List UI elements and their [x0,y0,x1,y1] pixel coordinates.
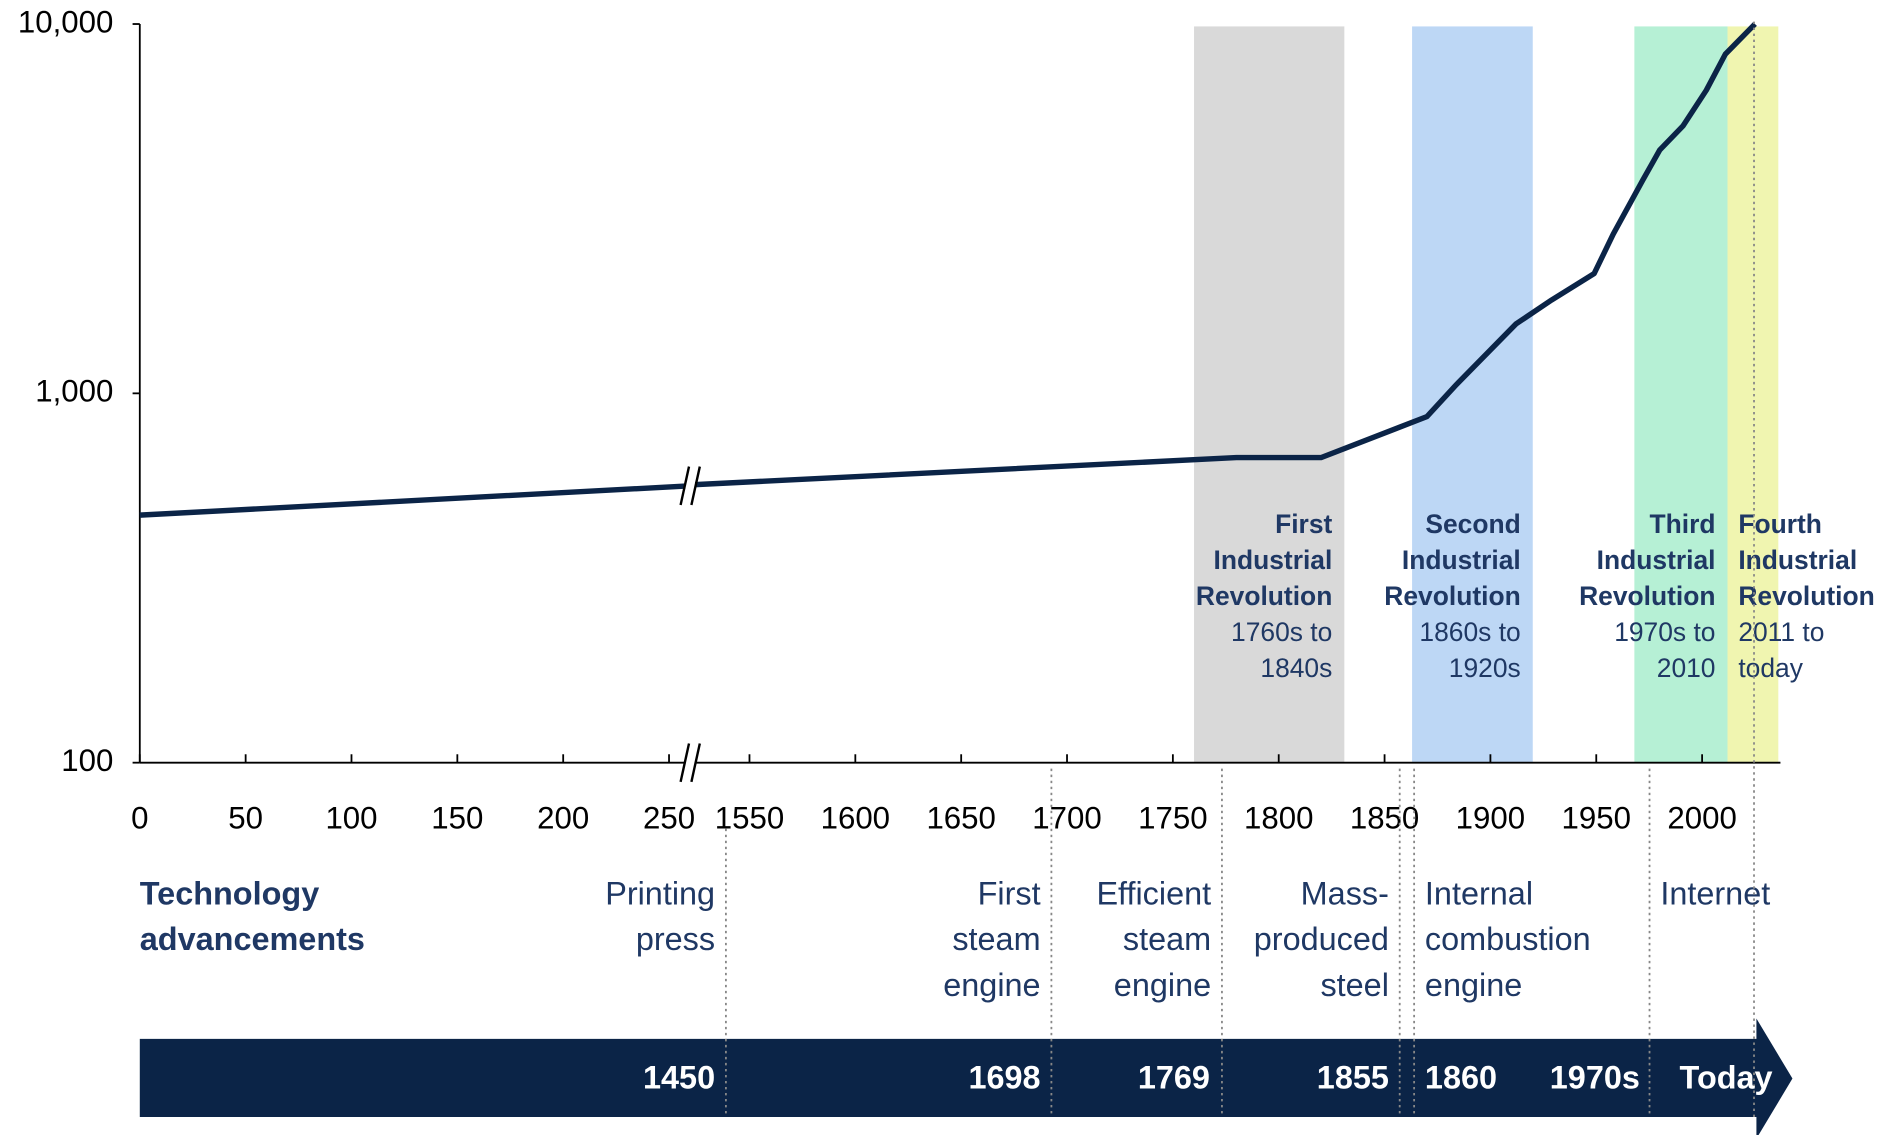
timeline-arrow [139,1018,1793,1135]
event-name: engine [1425,967,1522,1003]
x-tick-label: 100 [325,801,377,836]
event-name: Printing [605,876,715,912]
x-tick-label: 1600 [821,801,890,836]
band-label: Industrial [1402,545,1521,575]
y-tick-label: 10,000 [18,4,114,39]
x-tick-label: 1950 [1562,801,1631,836]
band-label: Industrial [1597,545,1716,575]
x-tick-label: 2000 [1667,801,1736,836]
bands: First Industrial Revolution 1760s to 1840s Se… [1194,26,1875,763]
band-label: Revolution [1738,581,1874,611]
event-date: 1450 [643,1059,715,1095]
band-period: 1920s [1449,653,1521,683]
line [139,22,1757,518]
timeline: Technology advancements Printing press 1450 F… [139,21,1793,1135]
event-date: 1769 [1138,1059,1210,1095]
event-name: steam [1123,921,1211,957]
timeline-heading: advancements [140,921,365,957]
x-tick-label: 150 [431,801,483,836]
x-tick-label: 1900 [1456,801,1525,836]
x-tick-label: 0 [131,801,148,836]
axis-break-gap [685,466,696,505]
axis-break [690,466,701,506]
band-period: 2010 [1657,653,1716,683]
event-name: produced [1254,921,1389,957]
band-period: 1760s to [1231,617,1332,647]
x-tick-label: 1800 [1244,801,1313,836]
band-label: Industrial [1213,545,1332,575]
event-date: 1855 [1317,1059,1389,1095]
band [1194,26,1345,763]
band-label: Second [1425,509,1520,539]
axis-break [690,743,701,783]
y-tick-label: 100 [61,743,113,778]
event-name: engine [1114,967,1211,1003]
y-tick-label: 1,000 [35,374,113,409]
x-tick-label: 1750 [1138,801,1207,836]
axis-break-gap [685,743,696,782]
x-tick-label: 1650 [926,801,995,836]
event-name: First [978,876,1041,912]
event-name: Internet [1660,876,1770,912]
event-name: Mass- [1301,876,1389,912]
band-label: Industrial [1738,545,1857,575]
band-label: Revolution [1384,581,1520,611]
event-date: 1970s [1550,1059,1640,1095]
axis-break [679,743,691,783]
event-name: steam [952,921,1040,957]
band [1634,26,1728,763]
event-date: Today [1680,1059,1773,1095]
band-label: Third [1649,509,1715,539]
event-date: 1698 [968,1059,1040,1095]
band [1412,26,1533,763]
event-name: combustion [1425,921,1591,957]
event-name: Efficient [1096,876,1211,912]
event-name: press [636,921,715,957]
x-tick-label: 1700 [1032,801,1101,836]
event-name: engine [943,967,1040,1003]
band-period: today [1738,653,1803,683]
x-tick-label: 1850 [1350,801,1419,836]
event-name: steel [1320,967,1388,1003]
band-label: Fourth [1738,509,1822,539]
event-name: Internal [1425,876,1533,912]
band-label: Revolution [1579,581,1715,611]
x-tick-label: 50 [228,801,263,836]
axis-break [679,466,691,506]
x-tick-label: 200 [537,801,589,836]
band-period: 1970s to [1614,617,1715,647]
band [1727,26,1779,763]
x-tick-label: 250 [643,801,695,836]
event-date: 1860 [1425,1059,1497,1095]
timeline-heading: Technology [140,876,319,912]
band-label: Revolution [1196,581,1332,611]
band-period: 2011 to [1738,617,1824,647]
band-period: 1860s to [1419,617,1520,647]
band-label: First [1275,509,1332,539]
band-period: 1840s [1260,653,1332,683]
